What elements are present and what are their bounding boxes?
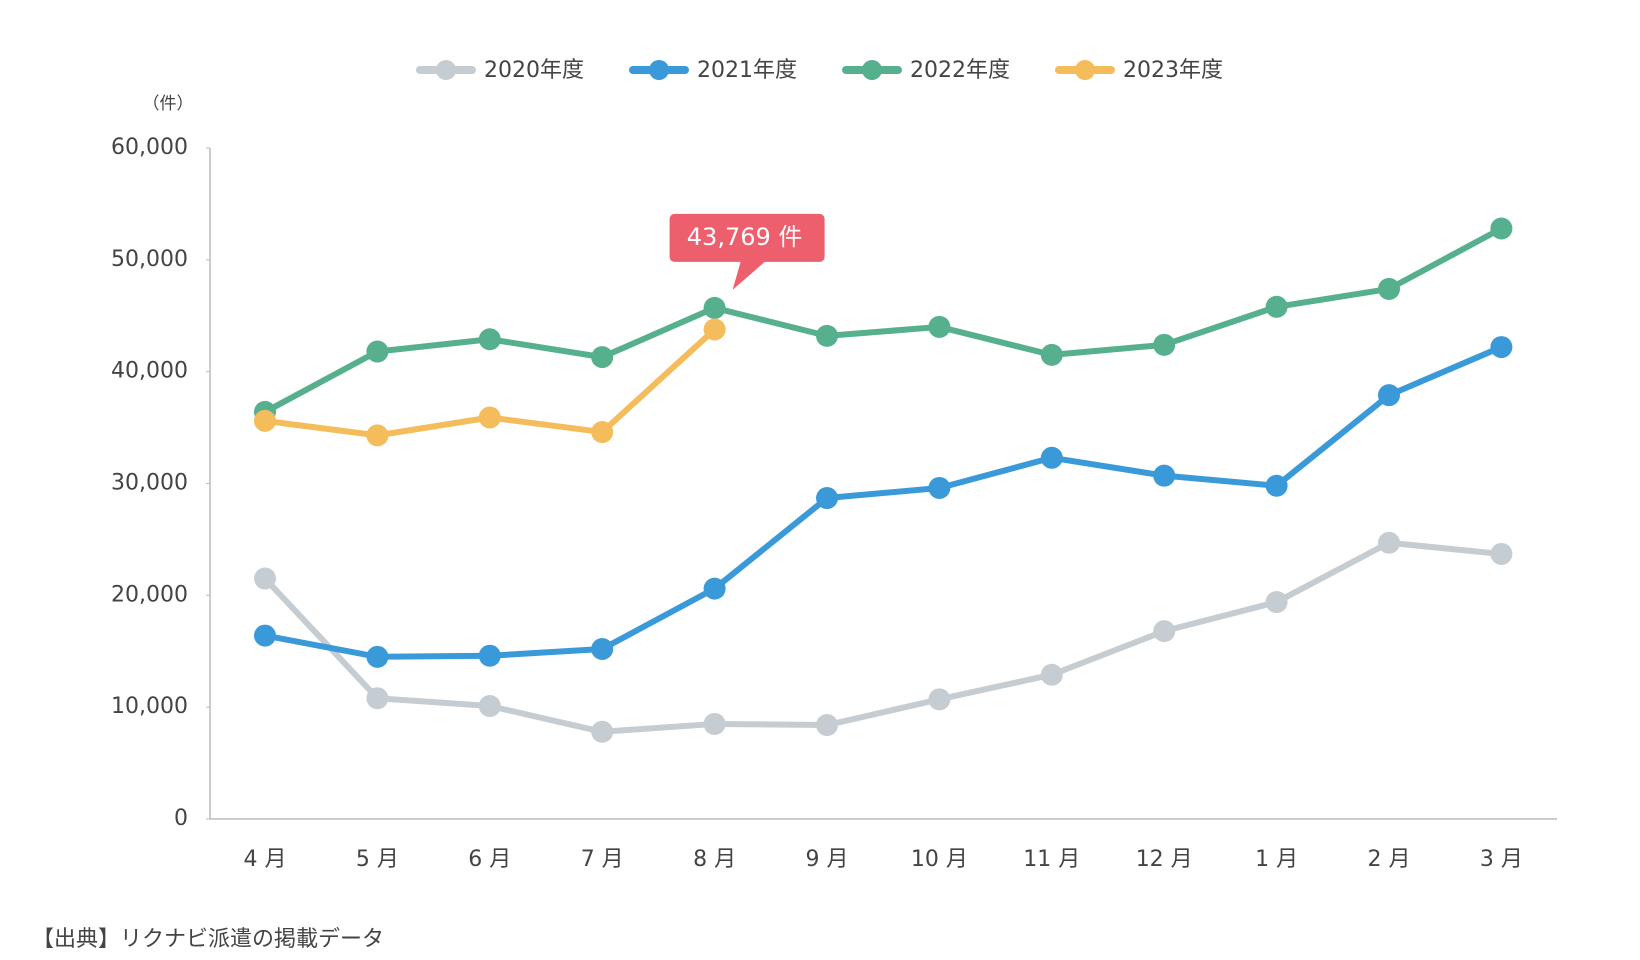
source: 【出典】リクナビ派遣の掲載データ [32,927,384,952]
data-point [703,712,726,735]
series-line [262,539,1502,735]
series [254,336,1513,668]
legend-marker [649,60,669,80]
data-point [591,346,614,369]
data-point [1040,446,1063,469]
series [254,531,1513,743]
data-point [366,424,389,447]
data-point [478,328,501,351]
data-point [1490,542,1513,565]
data-point [816,714,838,737]
x-tick-label: 11 月 [1023,847,1080,872]
data-point [366,645,389,668]
annotation: 43,769 件 [687,223,803,251]
data-point [254,409,276,432]
legend-label: 2021年度 [697,58,797,83]
y-tick-label: 50,000 [111,247,188,272]
legend-marker [1075,60,1095,80]
x-tick-label: 1 月 [1255,847,1298,872]
data-point [591,720,614,743]
data-point [703,296,726,319]
data-point [816,487,838,510]
legend-marker [862,60,882,80]
y-tick-label: 40,000 [111,359,188,384]
data-point [254,624,276,647]
x-tick-label: 12 月 [1136,847,1193,872]
data-point [928,688,951,711]
x-tick-label: 9 月 [806,847,849,872]
data-point [1265,591,1288,614]
data-point [1490,217,1513,240]
data-point [478,695,501,718]
annotation-box [669,213,825,290]
data-point [703,318,726,341]
data-point [928,476,951,499]
y-tick-label: 20,000 [111,582,188,607]
data-point [591,421,614,444]
data-point [1153,620,1176,643]
data-point [478,644,501,667]
y-tick-label: 10,000 [111,694,188,719]
data-point [1153,333,1176,356]
y-tick-label: 30,000 [111,471,188,496]
data-point [478,406,501,429]
unit-label: （件） [143,94,194,114]
y-tick-label: 0 [174,806,188,831]
legend-label: 2022年度 [910,58,1010,83]
data-point [1265,295,1288,318]
series-line [264,344,1503,660]
data-point [1378,277,1400,300]
x-tick-label: 8 月 [693,847,736,872]
series [254,217,1513,423]
legend-label: 2020年度 [484,58,584,83]
data-point [254,567,276,590]
data-point [816,324,838,347]
data-point [1040,663,1063,686]
data-point [591,638,614,661]
x-tick-label: 5 月 [356,847,399,872]
data-point [1378,531,1400,554]
data-point [703,577,726,600]
data-point [1378,384,1400,407]
data-point [1040,343,1063,366]
data-point [928,315,951,338]
x-tick-label: 2 月 [1368,847,1411,872]
data-point [366,687,389,710]
x-tick-label: 7 月 [581,847,624,872]
series [254,318,726,447]
x-tick-label: 3 月 [1480,847,1523,872]
x-tick-label: 6 月 [468,847,511,872]
data-point [1153,464,1176,487]
x-tick-label: 4 月 [244,847,287,872]
data-point [366,340,389,363]
legend-marker [436,60,456,80]
legend-label: 2023年度 [1123,58,1223,83]
x-tick-label: 10 月 [911,847,968,872]
data-point [1265,474,1288,497]
data-point [1490,336,1513,359]
y-tick-label: 60,000 [111,135,188,160]
series-line [263,225,1503,415]
